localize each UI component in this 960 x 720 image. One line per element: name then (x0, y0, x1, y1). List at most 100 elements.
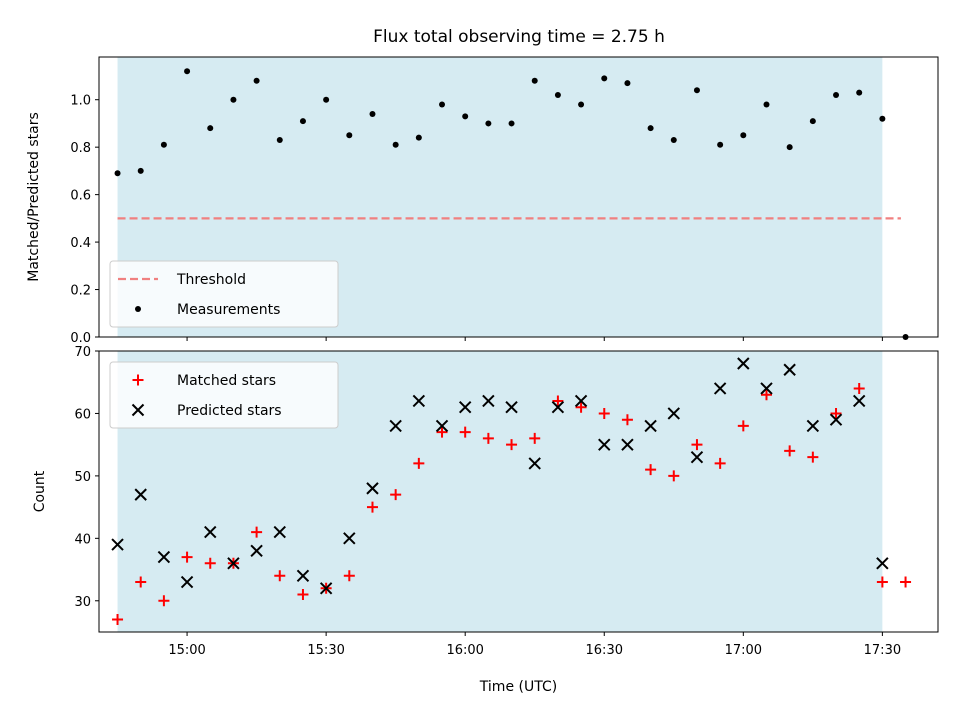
y-tick-label: 0.0 (70, 331, 91, 346)
measurement-point (601, 75, 608, 82)
x-tick-label: 16:00 (446, 643, 483, 658)
x-axis-label: Time (UTC) (479, 679, 557, 695)
measurement-point (276, 137, 283, 144)
measurement-point (508, 120, 515, 127)
predicted-star-point (806, 419, 820, 433)
matched-star-point (413, 457, 425, 469)
measurement-point (369, 110, 376, 117)
predicted-star-point (157, 550, 171, 564)
matched-star-point (621, 414, 633, 426)
predicted-star-point (134, 488, 147, 501)
predicted-star-point (551, 400, 565, 414)
measurement-point (114, 170, 121, 177)
measurement-point (856, 89, 863, 96)
measurement-point (717, 141, 724, 148)
predicted-star-point (644, 419, 657, 433)
matched-star-point (853, 382, 865, 394)
predicted-star-point (852, 394, 866, 408)
measurement-point (647, 125, 654, 132)
matched-star-point (135, 576, 147, 588)
x-tick-label: 16:30 (586, 643, 623, 658)
measurement-point (809, 118, 816, 125)
predicted-star-point (458, 400, 472, 414)
legend-matched-swatch (132, 374, 144, 386)
y-tick-label: 40 (74, 532, 91, 547)
predicted-star-point (528, 457, 541, 470)
y-tick-label: 0.6 (70, 189, 91, 204)
x-tick-label: 15:30 (307, 643, 344, 658)
matched-star-point (390, 489, 402, 501)
chart-title: Flux total observing time = 2.75 h (373, 27, 665, 47)
measurement-point (833, 91, 840, 98)
matched-star-point (760, 389, 772, 401)
legend-label: Measurements (177, 302, 280, 318)
matched-star-point (158, 595, 170, 607)
y-tick-label: 70 (74, 345, 91, 360)
matched-star-point (181, 551, 193, 563)
matched-star-point (297, 589, 309, 601)
y-tick-label: 50 (74, 470, 91, 485)
x-tick-label: 17:00 (725, 643, 762, 658)
y-tick-label: 1.0 (70, 94, 91, 109)
measurement-point (740, 132, 747, 139)
legend-measurement-swatch (135, 306, 141, 312)
measurement-point (253, 77, 260, 84)
measurement-point (531, 77, 538, 84)
predicted-star-point (876, 557, 889, 570)
predicted-star-point (343, 532, 356, 545)
matched-star-point (598, 407, 610, 419)
matched-star-point (112, 614, 124, 626)
y-tick-label: 30 (74, 595, 91, 610)
measurement-point (230, 96, 237, 103)
axes-frame (98, 350, 939, 633)
predicted-star-point (389, 419, 402, 433)
measurement-point (299, 118, 306, 125)
legend-label: Matched stars (177, 373, 276, 389)
predicted-star-point (250, 544, 263, 558)
matched-star-point (204, 557, 216, 569)
matched-star-point (343, 570, 355, 582)
matched-star-point (251, 526, 263, 538)
predicted-star-point (713, 382, 727, 395)
predicted-star-point (829, 413, 843, 426)
matched-star-point (876, 576, 888, 588)
measurement-point (346, 132, 353, 139)
matched-star-point (714, 457, 726, 469)
measurement-point (786, 144, 793, 151)
measurement-point (160, 141, 167, 148)
measurement-point (485, 120, 492, 127)
predicted-star-point (204, 525, 217, 539)
matched-star-point (482, 432, 494, 444)
matched-star-point (691, 439, 703, 451)
predicted-star-point (783, 363, 796, 376)
predicted-star-point (482, 394, 495, 408)
predicted-star-point (690, 450, 704, 464)
predicted-star-point (505, 400, 518, 414)
measurement-point (184, 68, 191, 75)
bottom-panel: 30 40 50 60 70 Count 15:00 15:30 16:00 16:30 17:00… (32, 345, 939, 695)
y-tick-label: 60 (74, 407, 91, 422)
measurement-point (578, 101, 585, 108)
predicted-star-point (412, 394, 426, 408)
measurement-point (670, 137, 677, 144)
predicted-star-point (598, 438, 611, 451)
matched-star-point (807, 451, 819, 463)
predicted-star-point (667, 407, 680, 420)
matched-star-point (366, 501, 378, 513)
measurement-point (439, 101, 446, 108)
measurement-point (624, 80, 631, 87)
legend-box (109, 260, 339, 328)
legend-label: Predicted stars (177, 403, 282, 419)
measurement-point (462, 113, 469, 120)
top-panel: 0.0 0.2 0.4 0.6 0.8 1.0 Matched/Predicted star… (26, 56, 939, 346)
matched-star-point (552, 395, 564, 407)
matched-star-point (737, 420, 749, 432)
matched-star-point (459, 426, 471, 438)
matched-star-point (274, 570, 286, 582)
predicted-star-point (574, 394, 588, 408)
measurement-point (415, 134, 422, 141)
predicted-star-point (273, 525, 286, 539)
matched-star-point (575, 401, 587, 413)
matched-star-point (830, 407, 842, 419)
measurement-point (554, 91, 561, 98)
